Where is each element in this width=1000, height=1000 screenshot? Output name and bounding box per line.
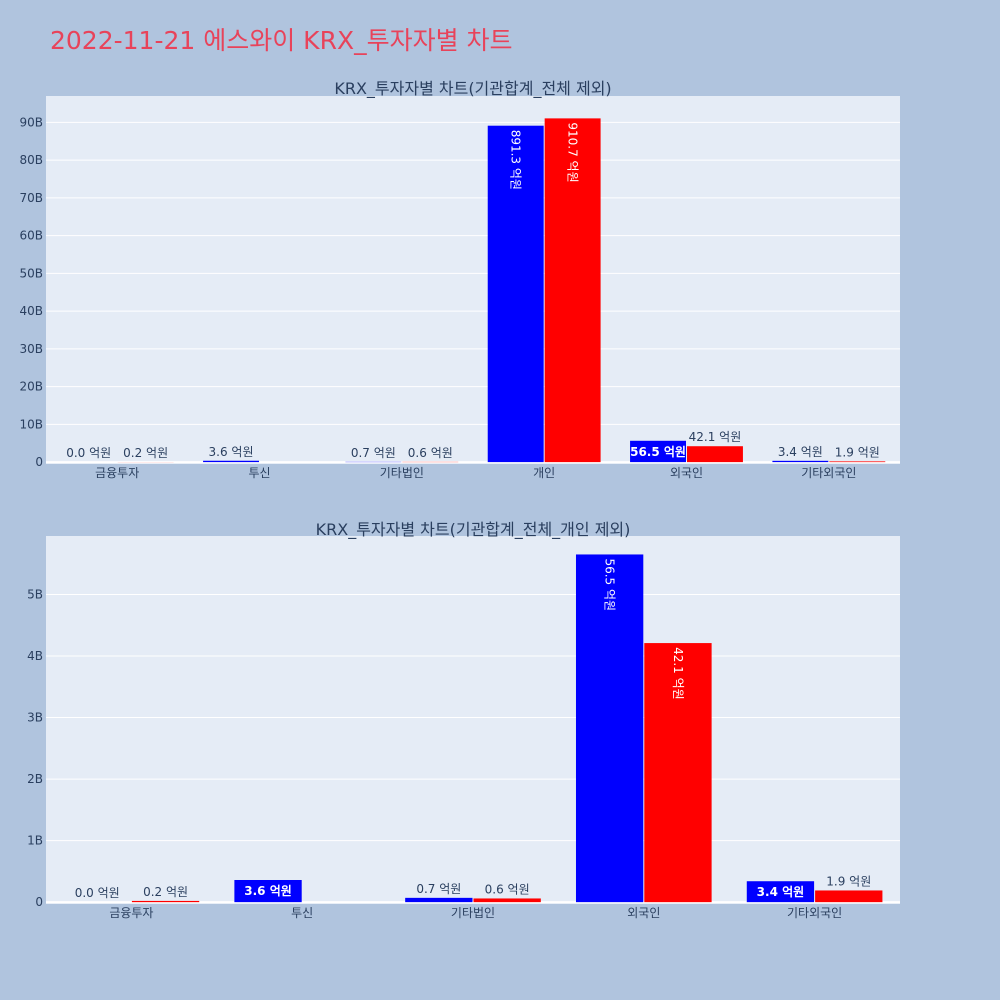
chart1-xtick-label: 투신 [248,466,270,480]
chart2-bar [815,890,883,903]
chart2-bar-label: 3.4 억원 [757,885,805,899]
chart2-plot-area [46,536,900,904]
chart1-ytick-label: 50B [19,266,43,280]
chart2-bar [746,881,815,903]
chart2-bar-label: 0.6 억원 [485,882,530,896]
main-title: 2022-11-21 에스와이 KRX_투자자별 차트 [50,26,513,55]
chart1-ytick-label: 60B [19,229,43,243]
chart1-bar [544,118,601,463]
chart1-xtick-label: 기타외국인 [801,466,856,480]
chart1-ytick-label: 20B [19,380,43,394]
chart2-xtick-label: 금융투자 [109,906,153,920]
chart1-bar-label: 0.2 억원 [123,446,168,460]
chart1-xtick-label: 외국인 [670,466,703,480]
chart2-xtick-label: 투신 [291,906,313,920]
chart1-title: KRX_투자자별 차트(기관합계_전체 제외) [334,79,611,99]
chart2-ytick-label: 1B [27,834,43,848]
chart1-ytick-label: 30B [19,342,43,356]
chart2-bar-label: 0.7 억원 [416,882,461,896]
charts-group: KRX_투자자별 차트(기관합계_전체 제외) 0 10B 20B 30B 40B 50B 6… [19,79,900,920]
chart1-ytick-label: 10B [19,417,43,431]
chart1-ytick-label: 40B [19,304,43,318]
chart1-bar-label: 891.3 억원 [509,130,523,190]
chart2-ytick-label: 5B [27,587,43,601]
chart2-bar-label: 0.2 억원 [143,885,188,899]
chart2-bar [405,897,473,903]
chart2-xtick-label: 기타법인 [451,906,495,920]
chart1-bar-label: 3.6 억원 [209,445,254,459]
chart2-ytick-label: 2B [27,772,43,786]
chart2-bar-label: 56.5 억원 [603,558,617,611]
chart1-ytick-label: 70B [19,191,43,205]
chart1-xtick-label: 금융투자 [95,466,139,480]
chart1-xtick-label: 개인 [533,466,555,480]
chart1-bar [829,461,886,463]
chart2-bar [234,880,302,903]
chart1-group: KRX_투자자별 차트(기관합계_전체 제외) 0 10B 20B 30B 40B 50B 6… [19,79,900,480]
chart1-bar [687,446,743,463]
chart2-xtick-label: 외국인 [627,906,660,920]
chart1-bar [630,440,686,463]
chart1-bar-label: 1.9 억원 [835,445,880,459]
chart2-group: KRX_투자자별 차트(기관합계_전체_개인 제외) 0 1B 2B 3B 4B 5B 금융투… [27,520,900,920]
chart1-bar-label: 42.1 억원 [689,430,742,444]
chart1-ytick-label: 90B [19,115,43,129]
chart2-bar-label: 42.1 억원 [671,647,685,700]
chart2-bar [644,643,712,903]
chart2-bar-label: 0.0 억원 [75,886,120,900]
chart1-xtick-label: 기타법인 [380,466,424,480]
chart2-ytick-label: 0 [35,895,43,909]
chart2-bar [575,554,644,903]
chart2-ytick-label: 4B [27,649,43,663]
chart1-bar-label: 910.7 억원 [566,122,580,182]
chart2-title: KRX_투자자별 차트(기관합계_전체_개인 제외) [316,520,631,540]
chart2-bar [131,900,200,903]
chart1-bar [772,460,829,463]
chart1-plot-area [46,96,900,464]
chart2-bar-label: 3.6 억원 [244,884,292,898]
chart1-bar-label: 0.7 억원 [351,446,396,460]
chart1-bar [203,460,259,463]
chart1-bar-label: 0.0 억원 [66,446,111,460]
chart1-bar-label: 3.4 억원 [778,445,823,459]
chart2-bar [473,898,541,903]
chart2-ytick-label: 3B [27,711,43,725]
chart1-bar [487,125,544,463]
chart1-bar-label: 0.6 억원 [408,446,453,460]
chart1-ytick-label: 80B [19,153,43,167]
chart2-bar-label: 1.9 억원 [826,874,871,888]
chart2-xtick-label: 기타외국인 [787,906,842,920]
chart1-bar-label: 56.5 억원 [630,445,686,459]
chart1-ytick-label: 0 [35,455,43,469]
